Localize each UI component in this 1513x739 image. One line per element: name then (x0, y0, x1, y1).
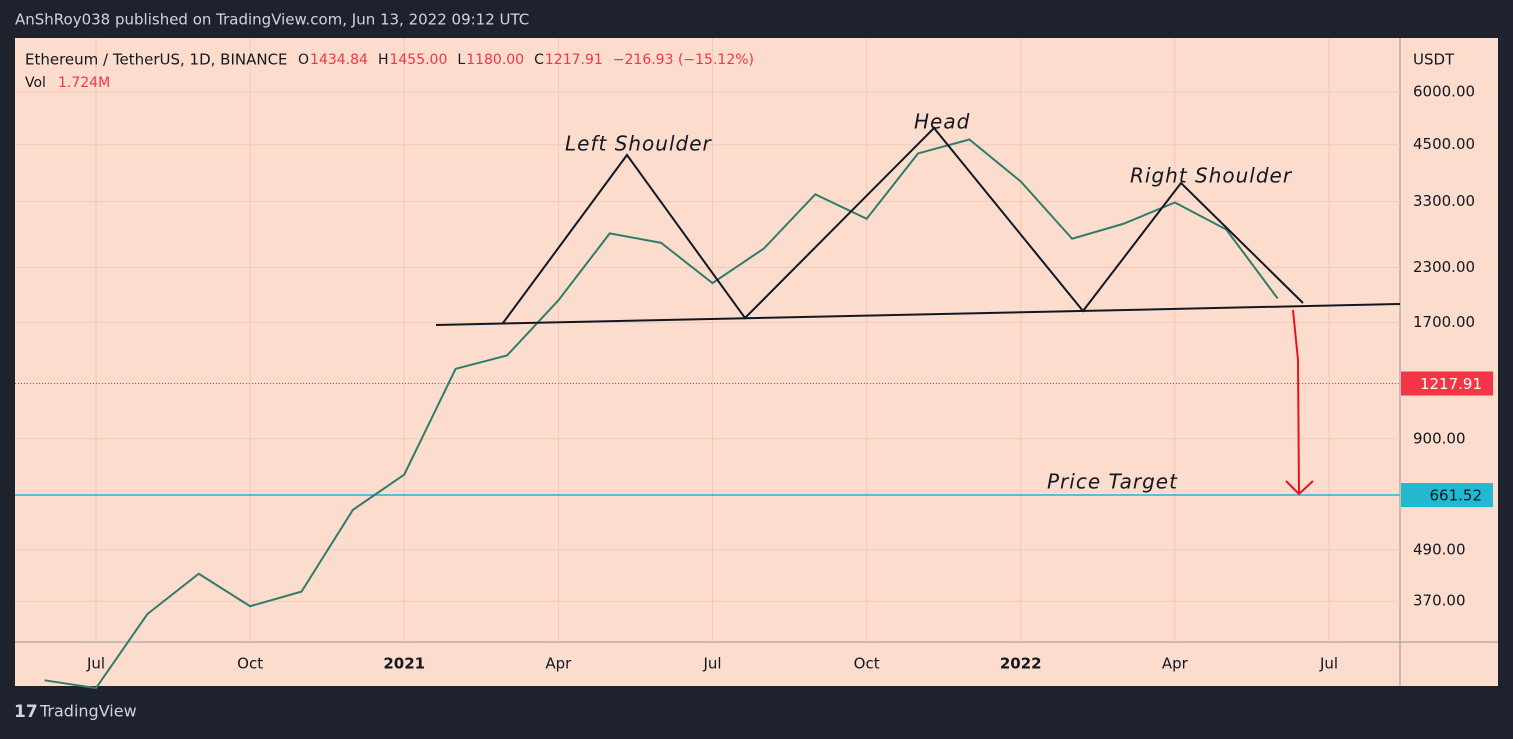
publisher: AnShRoy038 published on TradingView.com,… (15, 11, 529, 29)
x-tick-label: Apr (1162, 655, 1189, 673)
ohlc-value: 1217.91 (545, 52, 603, 68)
annotation: Left Shoulder (565, 132, 713, 156)
y-tick-label: 370.00 (1413, 592, 1466, 610)
symbol: Ethereum / TetherUS, 1D, BINANCE (25, 51, 288, 69)
head-shoulders (502, 126, 1304, 324)
target-price-box (1401, 483, 1493, 508)
annotation: Head (914, 110, 970, 134)
volume-value: 1.724M (58, 75, 110, 91)
change: −216.93 (−15.12%) (613, 52, 754, 68)
y-tick-label: 1700.00 (1413, 313, 1475, 331)
y-axis-label: USDT (1413, 51, 1455, 69)
brand: TradingView (39, 702, 137, 721)
grid (15, 38, 1400, 642)
target-price-label: 661.52 (1430, 487, 1483, 505)
x-tick-label: 2021 (383, 655, 425, 673)
ohlc: O 1434.84 H 1455.00 L 1180.00 C 1217.91 −216.93 … (298, 52, 754, 68)
last-price-label: 1217.91 (1420, 375, 1482, 393)
x-tick-label: 2022 (1000, 655, 1042, 673)
x-tick-label: Apr (545, 655, 572, 673)
x-tick-label: Jul (1319, 655, 1338, 673)
ohlc-key: O (298, 52, 309, 68)
marks (15, 138, 1400, 690)
pattern-lines (435, 126, 1401, 326)
last-price-box (1401, 371, 1493, 396)
target-arrow (1285, 309, 1314, 496)
y-tick-label: 490.00 (1413, 540, 1466, 558)
chart-background (15, 38, 1498, 686)
x-tick-label: Jul (86, 655, 105, 673)
neckline (435, 303, 1401, 326)
x-tick-label: Oct (237, 655, 263, 673)
y-tick-label: 2300.00 (1413, 258, 1475, 276)
price-line (44, 138, 1279, 690)
arrow-head (1285, 480, 1314, 496)
x-tick-label: Oct (854, 655, 880, 673)
ohlc-value: 1434.84 (310, 52, 368, 68)
ohlc-key: H (378, 52, 389, 68)
y-tick-label: 4500.00 (1413, 135, 1475, 153)
ohlc-value: 1180.00 (466, 52, 524, 68)
y-tick-label: 3300.00 (1413, 192, 1475, 210)
arrow-shaft (1292, 309, 1300, 495)
ohlc-key: L (457, 52, 465, 68)
ohlc-value: 1455.00 (389, 52, 447, 68)
volume-label: Vol (25, 75, 46, 91)
ohlc-key: C (534, 52, 544, 68)
brand-logo: 17 (14, 702, 38, 722)
y-tick-label: 6000.00 (1413, 83, 1475, 101)
y-tick-label: 900.00 (1413, 429, 1466, 447)
annotation: Right Shoulder (1130, 164, 1293, 188)
x-tick-label: Jul (702, 655, 721, 673)
annotation: Price Target (1047, 470, 1178, 494)
